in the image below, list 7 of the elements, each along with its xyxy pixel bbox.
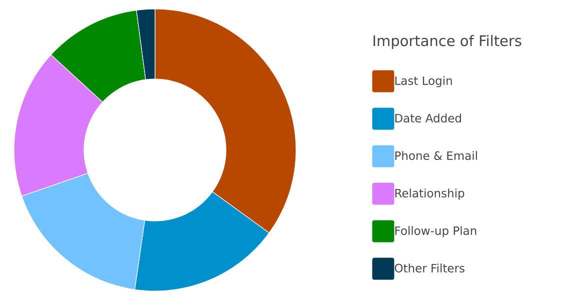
legend-label: Last Login	[395, 76, 452, 88]
legend-label: Other Filters	[394, 264, 464, 272]
legend-title: Importance of Filters	[374, 34, 522, 50]
legend-label: Relationship	[395, 188, 464, 200]
legend-label: Date Added	[395, 114, 461, 122]
legend-label: Follow-up Plan	[395, 226, 476, 238]
legend-label: Phone & Email	[395, 151, 477, 160]
